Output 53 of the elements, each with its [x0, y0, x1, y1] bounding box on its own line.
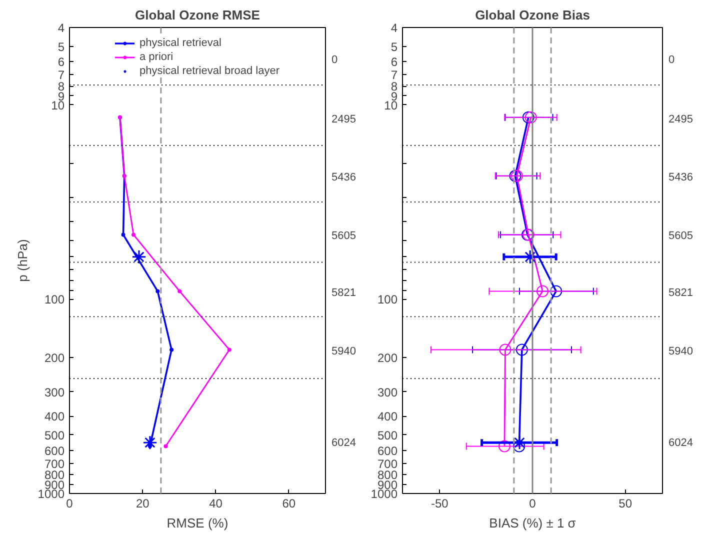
text: 5436: [668, 172, 693, 184]
y-tick-label: 600: [44, 444, 65, 458]
y-tick-label: 6: [390, 55, 398, 70]
y-tick-label: 8: [390, 80, 398, 94]
x-tick-label: 0: [66, 496, 74, 510]
y-tick-label: 400: [44, 410, 65, 424]
y-tick-label: 700: [44, 456, 65, 471]
text: 0: [668, 54, 675, 66]
x-tick-label: 50: [618, 496, 632, 510]
text: 6024: [332, 436, 356, 449]
y-tick-label: 7: [390, 68, 398, 82]
x-tick-label: 0: [529, 496, 536, 510]
y-tick-label: 300: [377, 385, 398, 400]
x-tick-label: 20: [136, 496, 150, 510]
x-tick-label: 60: [282, 496, 296, 510]
y-tick-label: 200: [44, 351, 65, 366]
y-tick-label: 100: [377, 292, 398, 307]
y-tick-label: 7: [58, 68, 65, 82]
text: 5605: [668, 230, 693, 242]
chart-title: Global Ozone RMSE: [135, 8, 260, 22]
text: 5605: [332, 230, 356, 242]
text: 5821: [332, 287, 356, 300]
y-tick-label: 400: [377, 410, 398, 424]
y-tick-label: 700: [377, 456, 398, 471]
y-axis-title: p (hPa): [14, 239, 30, 282]
text: 5940: [332, 346, 356, 358]
x-tick-label: -50: [430, 496, 449, 510]
legend-label: physical retrieval broad layer: [139, 65, 280, 77]
text: 6024: [668, 436, 693, 449]
y-tick-label: 200: [377, 351, 398, 366]
y-tick-label: 300: [44, 385, 65, 400]
text: 0: [332, 54, 338, 66]
x-tick-label: 40: [209, 496, 223, 510]
y-tick-label: 4: [390, 21, 398, 35]
chart-title: Global Ozone Bias: [475, 8, 590, 22]
y-tick-label: 8: [58, 80, 65, 94]
text: 2495: [668, 113, 693, 126]
y-tick-label: 100: [44, 292, 65, 307]
x-axis-title: RMSE (%): [166, 516, 228, 530]
y-tick-label: 6: [58, 55, 65, 70]
y-tick-label: 500: [44, 428, 65, 442]
y-tick-label: 600: [377, 444, 398, 458]
text: 5940: [668, 346, 693, 358]
y-tick-label: 5: [390, 40, 398, 54]
text: 5821: [668, 287, 693, 300]
legend-label: a priori: [139, 51, 174, 63]
legend-label: physical retrieval: [139, 37, 222, 49]
y-tick-label: 500: [377, 428, 398, 442]
text: 5436: [332, 172, 356, 184]
x-axis-title: BIAS (%) ± 1 σ: [489, 516, 576, 530]
y-tick-label: 4: [58, 21, 65, 35]
text: 2495: [332, 113, 356, 126]
y-tick-label: 5: [58, 40, 65, 54]
